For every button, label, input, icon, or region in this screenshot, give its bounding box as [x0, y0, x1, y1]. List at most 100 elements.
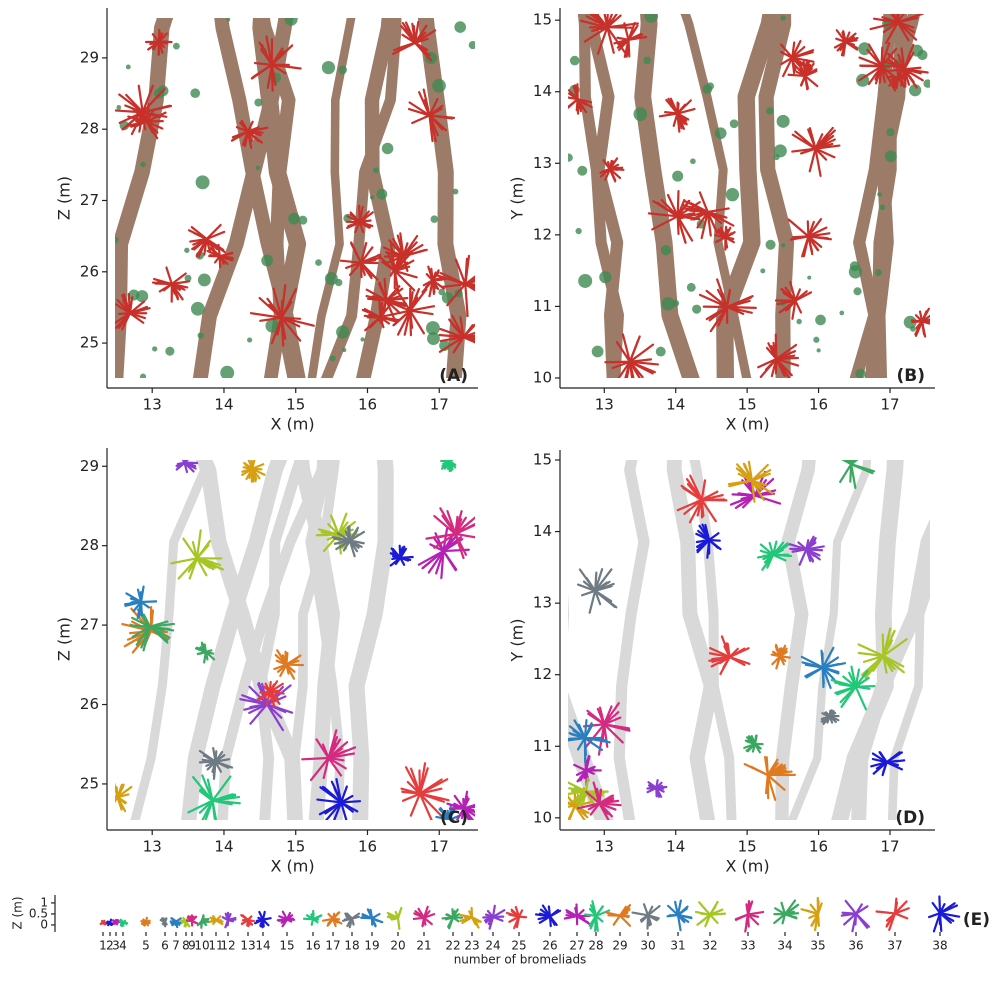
moss	[173, 43, 180, 50]
moss	[633, 107, 647, 121]
leaf	[410, 311, 411, 335]
leaf	[710, 914, 725, 915]
leaf	[904, 68, 920, 69]
bromeliad	[161, 918, 167, 926]
moss	[578, 274, 592, 288]
moss	[288, 213, 300, 225]
leaf	[443, 551, 455, 570]
y-tick-label: 26	[80, 695, 99, 713]
x-tick-label: 15	[286, 396, 305, 414]
leaf	[895, 899, 896, 914]
moss	[325, 272, 338, 285]
x-tick-label: 16	[358, 396, 377, 414]
x-tick-label: 34	[777, 939, 792, 953]
leaf	[410, 311, 432, 314]
moss	[565, 153, 573, 161]
bromeliad	[223, 913, 236, 927]
bromeliad	[388, 908, 402, 929]
bromeliad	[304, 911, 321, 925]
moss	[136, 290, 148, 302]
branch	[619, 398, 645, 830]
bromeliad	[278, 912, 294, 927]
x-tick-label: 18	[344, 939, 359, 953]
leaf	[633, 913, 648, 916]
moss	[382, 143, 394, 155]
x-tick-label: 26	[542, 939, 557, 953]
panel-label: (E)	[963, 910, 990, 930]
bromeliad	[507, 907, 526, 928]
moss	[575, 228, 581, 234]
leaf	[922, 321, 933, 324]
x-tick-label: 5	[142, 939, 150, 953]
moss	[254, 98, 262, 106]
x-tick-label: 7	[172, 939, 180, 953]
leaf	[302, 758, 328, 759]
bromeliad	[460, 908, 480, 928]
x-tick-label: 22	[445, 939, 460, 953]
bromeliad	[171, 918, 181, 927]
moss	[220, 366, 234, 380]
leaf	[877, 912, 895, 914]
y-tick-label: 15	[533, 11, 552, 29]
y-tick-label: 14	[533, 82, 552, 100]
moss	[853, 287, 861, 295]
moss	[198, 274, 211, 287]
leaf	[748, 912, 763, 914]
moss	[661, 245, 671, 255]
y-tick-label: 28	[80, 120, 99, 138]
moss	[886, 128, 894, 136]
moss	[140, 162, 146, 168]
leaf	[433, 279, 443, 280]
y-tick-label: 15	[533, 451, 552, 469]
moss	[454, 21, 466, 33]
leaf	[785, 913, 798, 914]
x-tick-label: 19	[364, 939, 379, 953]
bromeliad	[801, 898, 821, 930]
x-tick-label: 15	[738, 838, 757, 856]
bromeliad	[536, 906, 560, 927]
moss	[592, 346, 604, 358]
leaf	[179, 453, 185, 463]
leaf	[665, 112, 677, 113]
moss	[730, 119, 739, 128]
bromeliad	[842, 901, 869, 931]
x-tick-label: 16	[809, 396, 828, 414]
moss	[599, 271, 611, 283]
y-tick-label: 26	[80, 262, 99, 280]
leaf	[549, 906, 550, 916]
x-tick-label: 13	[595, 396, 614, 414]
leaf	[818, 901, 819, 914]
x-tick-label: 23	[464, 939, 479, 953]
x-tick-label: 13	[595, 838, 614, 856]
point-cloud	[532, 398, 975, 830]
x-tick-label: 33	[740, 939, 755, 953]
leaf	[795, 301, 801, 313]
moss	[140, 374, 146, 380]
bromeliad	[442, 909, 461, 928]
leaf	[614, 916, 620, 925]
x-tick-label: 16	[809, 838, 828, 856]
leaf	[412, 115, 429, 123]
moss	[570, 56, 580, 66]
leaf	[751, 767, 768, 775]
leaf	[733, 494, 755, 495]
leaf	[595, 916, 596, 931]
y-tick-label: 13	[533, 594, 552, 612]
x-tick-label: 6	[161, 939, 169, 953]
x-tick-label: 15	[279, 939, 294, 953]
moss	[165, 347, 174, 356]
leaf	[755, 495, 780, 503]
x-tick-label: 14	[255, 939, 270, 953]
x-tick-label: 17	[325, 939, 340, 953]
bromeliad	[361, 909, 382, 926]
y-tick-label: 13	[533, 154, 552, 172]
bromeliad	[696, 902, 725, 926]
y-tick-label: 29	[80, 457, 99, 475]
leaf	[939, 896, 940, 913]
y-tick-label: 25	[80, 774, 99, 792]
leaf	[216, 920, 221, 921]
moss	[190, 88, 200, 98]
leaf	[895, 913, 907, 918]
bromeliad	[101, 921, 106, 925]
moss	[256, 166, 261, 171]
